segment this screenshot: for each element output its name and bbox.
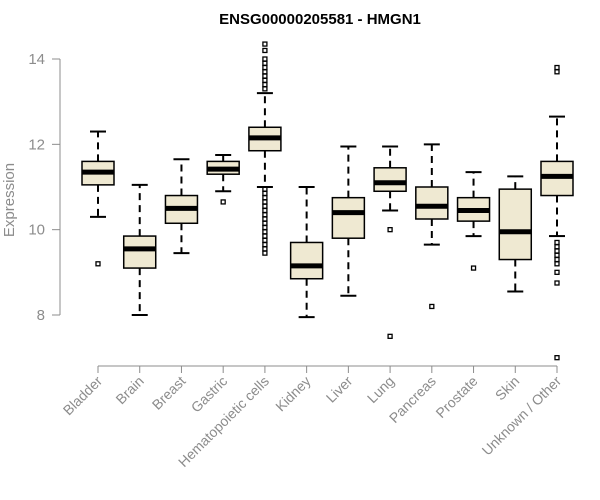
x-tick-label: Lung [364,373,397,406]
outlier-point [554,244,560,250]
outlier-point [262,195,268,201]
x-tick-label: Kidney [272,373,314,415]
box-pancreas [415,143,449,310]
outlier-point [554,64,560,71]
outlier-point [262,246,268,252]
box-unknown-other [540,64,574,361]
outlier-point [262,41,268,47]
outlier-point [262,237,268,243]
x-tick-label: Brain [112,373,146,407]
outlier-point [262,220,268,226]
y-tick-label: 14 [28,51,45,68]
box-gastric [206,154,240,205]
x-tick-label: Skin [492,373,523,404]
y-axis-label: Expression [1,163,18,237]
outlier-point [262,199,268,205]
outlier-point [429,303,435,310]
iqr-box [498,188,533,261]
outlier-point [262,47,268,54]
box-skin [498,175,533,293]
outlier-point [262,81,268,88]
y-tick-label: 12 [28,136,45,153]
outlier-point [554,256,560,263]
outlier-point [262,233,268,239]
outlier-point [262,60,268,66]
outlier-point [554,269,560,275]
outlier-point [262,73,268,79]
iqr-box [122,235,157,269]
x-tick-label: Breast [149,373,189,413]
outlier-point [554,261,560,267]
outlier-point [262,241,268,248]
outlier-point [387,333,393,339]
outlier-point [262,64,268,71]
box-bladder [81,130,115,267]
outlier-point [262,212,268,218]
outlier-point [554,239,560,246]
outlier-point [262,216,268,222]
box-kidney [289,186,324,319]
outlier-point [262,203,268,209]
outlier-point [554,248,560,254]
iqr-box [331,196,366,239]
outlier-point [95,261,101,267]
outlier-point [554,280,560,286]
box-breast [164,158,199,255]
boxes [81,41,574,361]
y-tick-label: 8 [37,307,45,324]
y-ticks: 8 10 12 14 [28,51,60,324]
outlier-point [262,229,268,235]
outlier-point [262,186,268,192]
x-tick-label: Unknown / Other [479,373,565,459]
outlier-point [554,252,560,258]
outlier-point [262,207,268,214]
box-lung [373,145,407,339]
outlier-point [470,265,477,271]
iqr-box [373,167,407,193]
box-brain [122,183,157,316]
x-tick-label: Liver [323,373,356,406]
outlier-point [387,227,393,233]
iqr-box [415,186,449,220]
outlier-point [262,86,268,92]
outlier-point [262,77,268,83]
iqr-box [289,241,324,280]
outlier-point [262,69,268,75]
box-prostate [456,171,491,271]
outlier-point [262,56,268,62]
x-tick-label: Bladder [60,373,106,419]
chart-title: ENSG00000205581 - HMGN1 [219,11,421,28]
outlier-point [554,355,560,361]
y-tick-label: 10 [28,222,45,239]
x-tick-label: Prostate [432,373,480,421]
box-liver [331,145,366,297]
outlier-point [262,190,268,197]
outlier-point [262,250,268,256]
outlier-point [262,224,268,231]
outlier-point [554,69,560,75]
outlier-point [220,199,226,205]
box-hematopoietic-cells [248,41,282,256]
